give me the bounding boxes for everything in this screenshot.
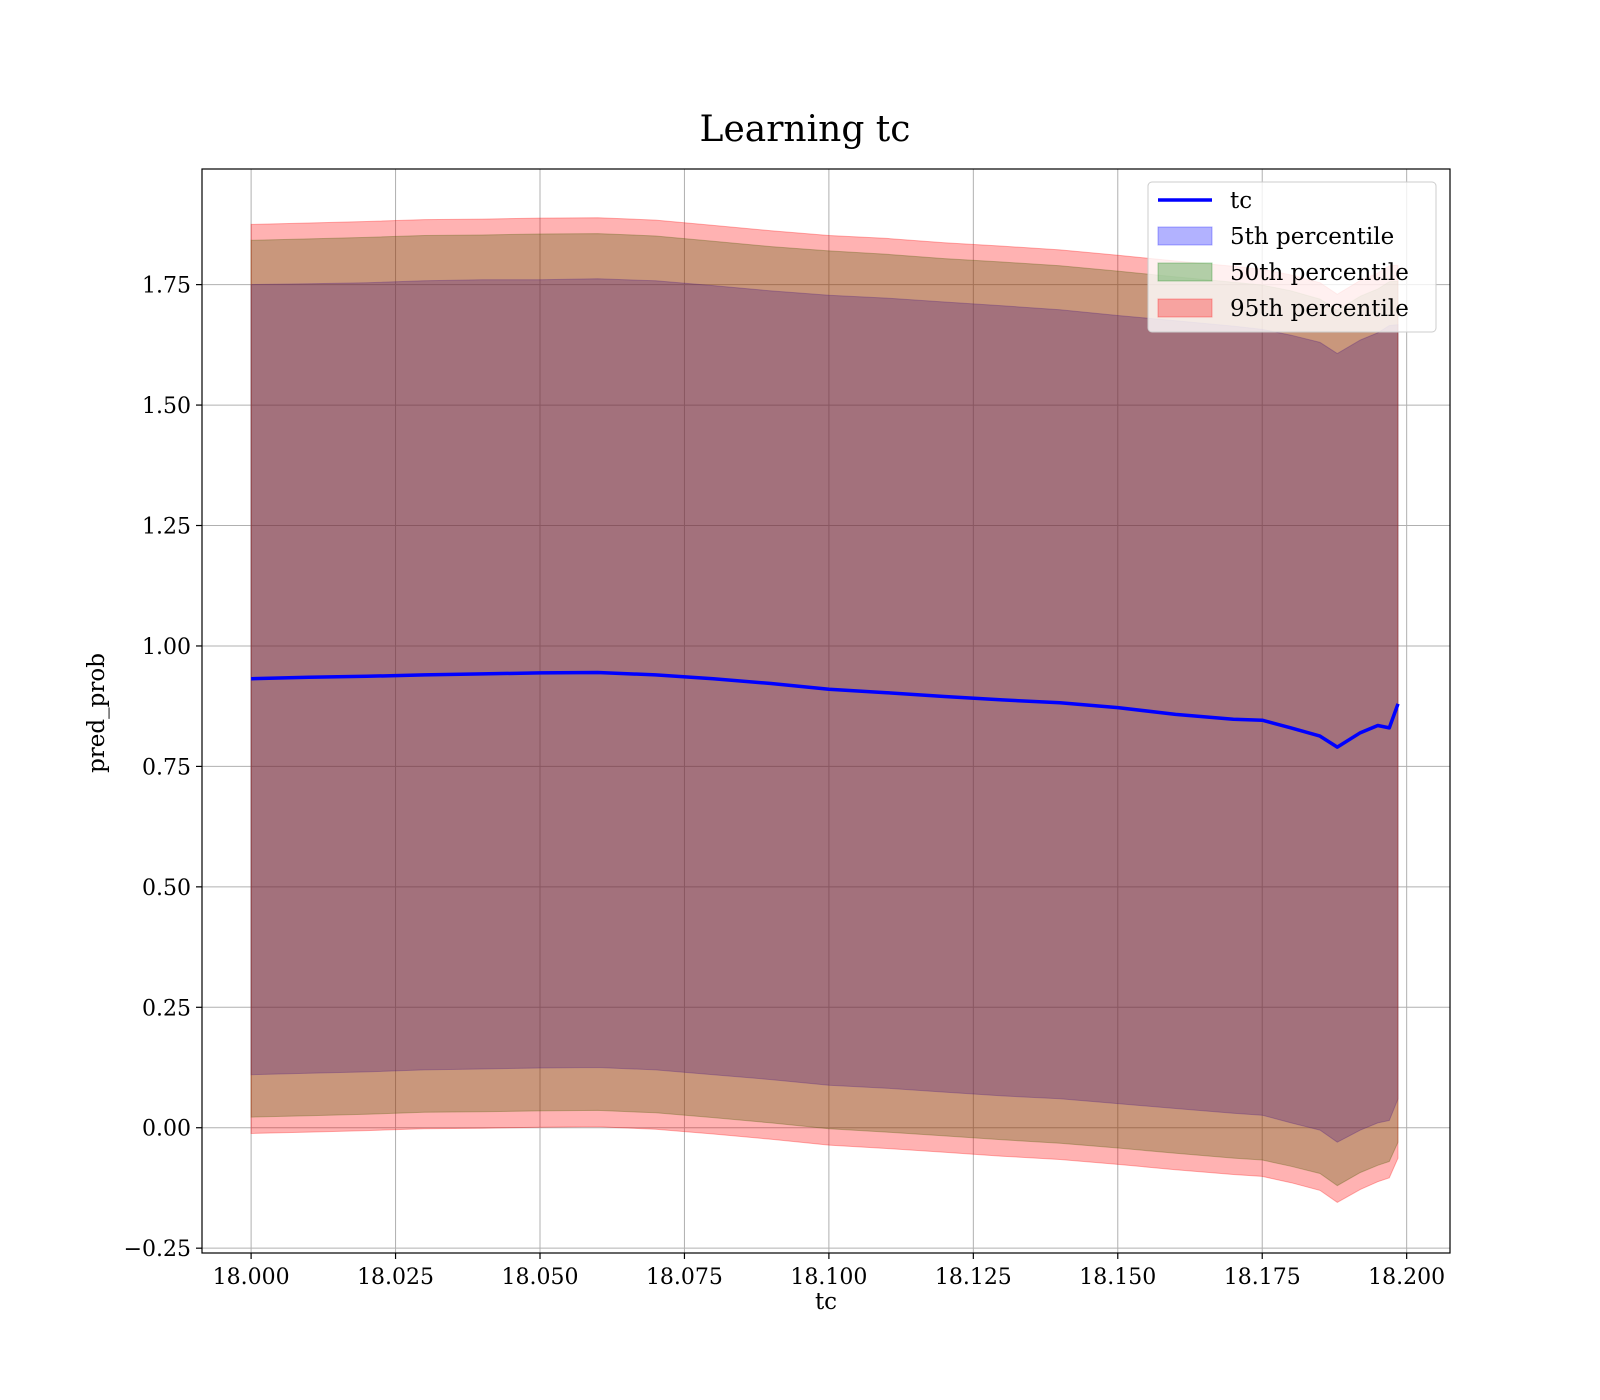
y-tick-label: 0.25 <box>142 996 191 1021</box>
legend-band-swatch <box>1157 262 1213 282</box>
axis-ticks: 18.000 18.025 18.050 18.075 18.100 18.125 18.1… <box>124 274 1446 1290</box>
grid <box>202 169 1450 1253</box>
x-tick-label: 18.050 <box>502 1265 579 1290</box>
x-tick-label: 18.100 <box>790 1265 867 1290</box>
y-tick-label: 1.25 <box>142 515 191 540</box>
band-95th-percentile <box>250 217 1399 1203</box>
y-tick-label: 1.75 <box>142 274 191 299</box>
legend: tc 5th percentile 50th percentile 95th perc… <box>1147 181 1437 333</box>
tc-line <box>251 670 1400 749</box>
legend-band-swatch <box>1157 298 1213 318</box>
legend-band-swatch <box>1157 226 1213 246</box>
plot-frame <box>201 168 1451 1254</box>
legend-label: tc <box>1230 188 1252 214</box>
y-tick-label: 1.50 <box>142 394 191 419</box>
band-5th-percentile <box>250 278 1399 1143</box>
y-tick-label: 1.00 <box>142 635 191 660</box>
legend-label: 95th percentile <box>1230 296 1409 322</box>
y-tick-label: 0.00 <box>142 1117 191 1142</box>
band-50th-percentile <box>250 233 1399 1187</box>
x-tick-label: 18.125 <box>935 1265 1012 1290</box>
x-tick-label: 18.175 <box>1224 1265 1301 1290</box>
y-tick-label: 0.75 <box>142 755 191 780</box>
x-tick-label: 18.150 <box>1079 1265 1156 1290</box>
x-tick-label: 18.200 <box>1368 1265 1445 1290</box>
legend-label: 50th percentile <box>1230 260 1409 286</box>
y-tick-label: −0.25 <box>124 1237 191 1262</box>
tc-line-layer <box>251 670 1400 749</box>
chart-title: Learning tc <box>700 109 911 150</box>
x-tick-label: 18.000 <box>213 1265 290 1290</box>
legend-label: 5th percentile <box>1230 224 1394 250</box>
x-tick-label: 18.075 <box>646 1265 723 1290</box>
y-tick-label: 0.50 <box>142 876 191 901</box>
legend-box <box>1147 181 1437 333</box>
y-axis-label: pred_prob <box>84 653 110 773</box>
x-axis-label: tc <box>815 1289 837 1315</box>
percentile-bands <box>250 217 1399 1203</box>
x-tick-label: 18.025 <box>357 1265 434 1290</box>
